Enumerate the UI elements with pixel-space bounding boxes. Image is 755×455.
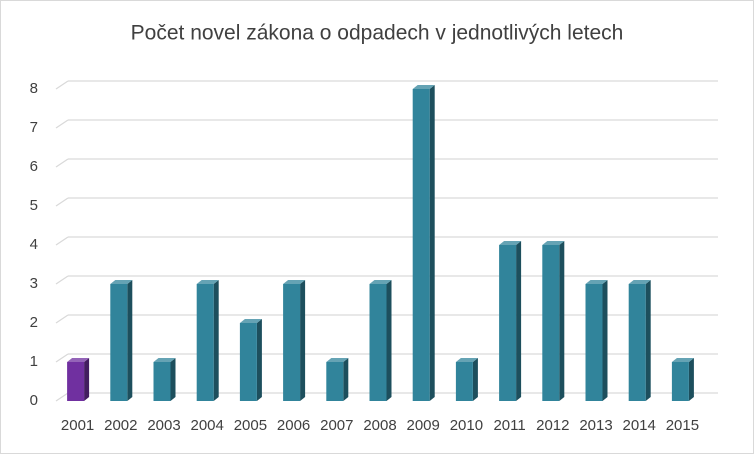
grid-line-depth — [55, 236, 69, 246]
bar — [369, 284, 387, 401]
x-tick-label: 2003 — [147, 417, 180, 434]
bar-side — [645, 280, 651, 401]
bar-top — [671, 358, 694, 362]
bar-side — [559, 241, 565, 401]
bar-top — [283, 280, 306, 284]
x-tick-label: 2006 — [277, 417, 310, 434]
x-tick-label: 2001 — [61, 417, 94, 434]
grid-line-depth — [55, 314, 69, 324]
y-tick-label: 8 — [30, 80, 38, 97]
bar — [412, 89, 430, 401]
bar-side — [386, 280, 392, 401]
bar-side — [472, 358, 478, 401]
bar — [196, 284, 214, 401]
bar-top — [67, 358, 90, 362]
chart-title: Počet novel zákona o odpadech v jednotli… — [131, 22, 624, 45]
bar — [499, 245, 517, 401]
bar-top — [196, 280, 219, 284]
y-tick-label: 4 — [30, 236, 38, 253]
bar-top — [110, 280, 133, 284]
x-tick-label: 2012 — [536, 417, 569, 434]
bar-side — [170, 358, 176, 401]
bar-top — [326, 358, 349, 362]
y-tick-label: 0 — [30, 392, 38, 409]
bar — [542, 245, 560, 401]
bar — [628, 284, 646, 401]
bar-top — [628, 280, 651, 284]
grid-line-depth — [55, 275, 69, 285]
bar — [585, 284, 603, 401]
bar — [671, 362, 689, 401]
bar-top — [542, 241, 565, 245]
bar-top — [412, 85, 435, 89]
bar-top — [455, 358, 478, 362]
x-tick-label: 2011 — [493, 417, 525, 434]
x-tick-label: 2015 — [666, 417, 699, 434]
grid-line-depth — [55, 158, 69, 168]
bar — [283, 284, 301, 401]
bar-top — [239, 319, 262, 323]
bar-top — [585, 280, 608, 284]
bar — [110, 284, 128, 401]
x-tick-label: 2007 — [320, 417, 353, 434]
x-tick-label: 2002 — [104, 417, 137, 434]
bar-side — [516, 241, 522, 401]
bar-side — [300, 280, 306, 401]
grid-line-depth — [55, 197, 69, 207]
bar — [239, 323, 257, 401]
x-tick-label: 2010 — [450, 417, 483, 434]
bar-side — [213, 280, 219, 401]
x-tick-label: 2014 — [623, 417, 656, 434]
y-tick-label: 7 — [30, 119, 38, 136]
x-tick-label: 2004 — [191, 417, 224, 434]
x-tick-label: 2013 — [579, 417, 612, 434]
grid-line-depth — [55, 353, 69, 363]
bar — [153, 362, 171, 401]
bar-side — [127, 280, 133, 401]
bar-side — [429, 85, 435, 401]
bar-side — [256, 319, 262, 401]
y-tick-label: 5 — [30, 197, 38, 214]
grid-line-depth — [55, 392, 69, 402]
bar-side — [602, 280, 608, 401]
y-tick-label: 3 — [30, 275, 38, 292]
x-tick-label: 2009 — [407, 417, 440, 434]
y-tick-label: 6 — [30, 158, 38, 175]
bar-side — [343, 358, 349, 401]
x-tick-label: 2008 — [363, 417, 396, 434]
bar-top — [153, 358, 176, 362]
y-tick-label: 1 — [30, 353, 38, 370]
bar-side — [688, 358, 694, 401]
bar — [455, 362, 473, 401]
x-tick-label: 2005 — [234, 417, 267, 434]
grid-line-depth — [55, 119, 69, 129]
grid-line-depth — [55, 80, 69, 90]
bar-top — [369, 280, 392, 284]
bar-top — [499, 241, 522, 245]
bar-side — [84, 358, 90, 401]
y-tick-label: 2 — [30, 314, 38, 331]
bar — [67, 362, 85, 401]
bar — [326, 362, 344, 401]
